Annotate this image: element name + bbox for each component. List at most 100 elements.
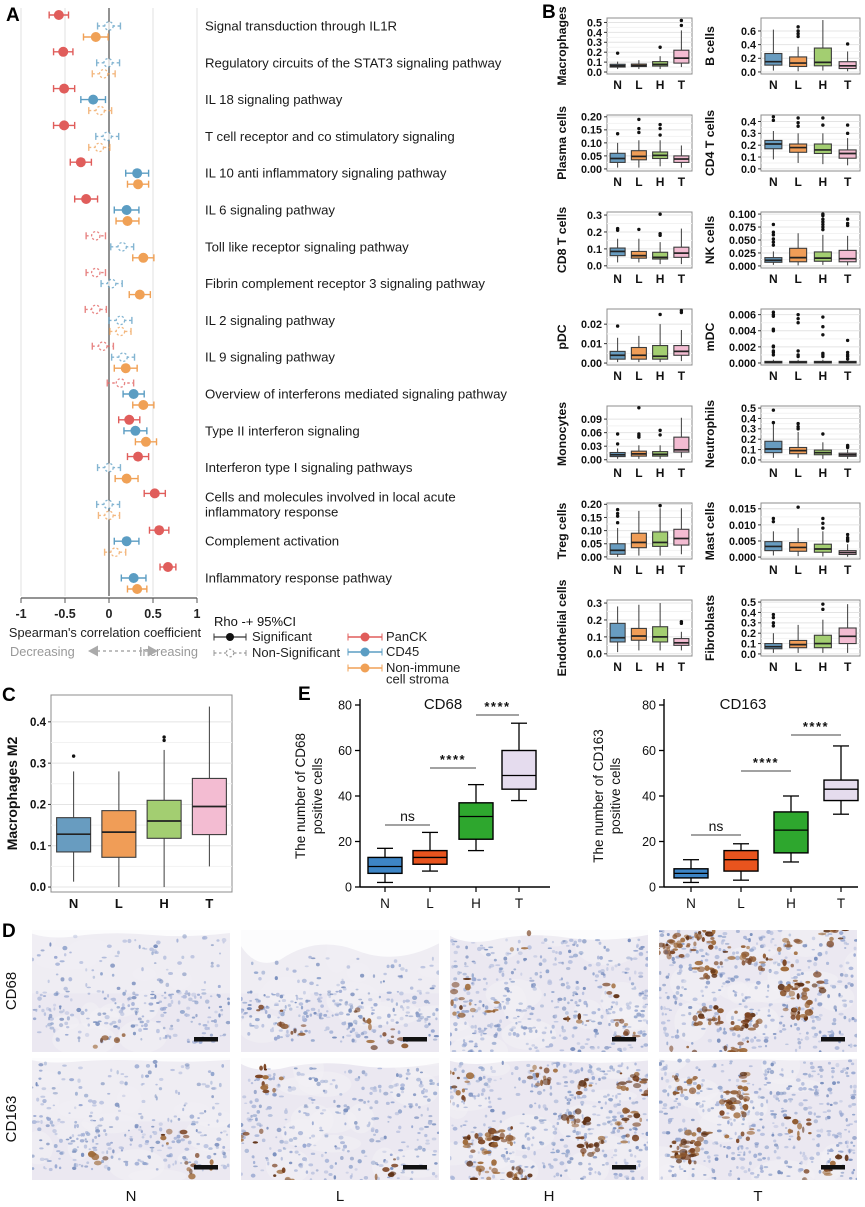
outlier-dot <box>821 325 825 329</box>
outlier-dot <box>771 237 776 241</box>
x-category-label: N <box>769 175 778 189</box>
forest-point <box>122 389 145 399</box>
box-T <box>673 49 690 64</box>
box-T <box>673 345 690 356</box>
non-significant-marker-icon <box>225 648 235 658</box>
y-tick-label: 0.0 <box>741 455 756 467</box>
y-tick-label: 40 <box>338 790 352 804</box>
scale-bar <box>194 1037 218 1042</box>
outlier-dot <box>637 126 641 131</box>
x-category-label: L <box>794 272 801 286</box>
x-category-label: H <box>159 896 168 911</box>
forest-point <box>100 278 123 289</box>
outlier-dot <box>845 123 850 127</box>
box-T <box>673 436 690 453</box>
x-category-label: L <box>794 175 801 189</box>
x-category-label: H <box>656 563 665 577</box>
outlier-dot <box>796 120 800 125</box>
outlier-dot <box>796 34 800 39</box>
y-axis-title: Monocytes <box>555 402 569 466</box>
box-N <box>764 52 783 66</box>
outlier-dot <box>658 231 662 236</box>
forest-point <box>114 473 139 484</box>
x-category-label: T <box>205 896 213 911</box>
x-category-label: H <box>656 369 665 383</box>
x-category-label: T <box>837 896 845 911</box>
forest-point <box>120 573 147 583</box>
x-category-label: N <box>769 660 778 674</box>
box-T <box>823 779 859 802</box>
x-category-label: N <box>69 896 78 911</box>
y-tick-label: 0.000 <box>729 552 756 564</box>
x-tick-label: 0.5 <box>144 607 161 621</box>
y-tick-label: 0.5 <box>587 17 602 29</box>
x-category-label: L <box>635 369 642 383</box>
y-tick-label: 0.00 <box>581 358 602 370</box>
x-category-label: N <box>613 563 622 577</box>
outlier-dot <box>796 349 800 353</box>
y-tick-label: 0.1 <box>741 152 756 164</box>
significant-marker-icon <box>226 633 234 641</box>
forest-point <box>132 400 155 410</box>
x-category-label: L <box>635 78 642 92</box>
ihc-image-CD163-H <box>450 1058 648 1180</box>
scale-bar <box>612 1165 636 1170</box>
outlier-dot <box>821 227 825 232</box>
y-tick-label: 0.03 <box>581 441 602 453</box>
forest-point <box>125 168 150 179</box>
outlier-dot <box>658 212 662 216</box>
forest-point <box>85 267 107 278</box>
forest-point <box>117 414 141 425</box>
box-N <box>609 543 626 555</box>
forest-point <box>148 525 170 536</box>
y-tick-label: 0.1 <box>741 638 756 650</box>
forest-point <box>84 304 108 315</box>
x-category-label: N <box>613 369 622 383</box>
outlier-dot <box>796 316 800 321</box>
box-T <box>673 528 690 546</box>
y-tick-label: 0.02 <box>581 319 602 331</box>
outlier-dot <box>796 124 800 128</box>
panel-b-label: B <box>542 2 556 23</box>
legend-group-label: CD45 <box>386 644 419 659</box>
pathway-label: IL 10 anti inflammatory signaling pathwa… <box>205 166 447 181</box>
y-axis-title: positive cells <box>608 757 623 834</box>
outlier-dot <box>821 521 825 525</box>
arrow-left-icon <box>88 645 98 657</box>
ihc-image-CD163-L <box>241 1058 439 1180</box>
outlier-dot <box>615 507 620 512</box>
outlier-dot <box>658 133 662 137</box>
pathway-label: Interferon type I signaling pathways <box>205 460 413 475</box>
outlier-dot <box>771 233 776 237</box>
x-category-label: H <box>656 660 665 674</box>
box-L <box>789 247 808 263</box>
outlier-dot <box>771 312 776 317</box>
legend-title: Rho -+ 95%CI <box>214 614 296 629</box>
forest-point <box>91 68 116 79</box>
significance-label: **** <box>440 752 466 767</box>
outlier-dot <box>771 230 776 234</box>
pathway-label: Inflammatory response pathway <box>205 571 392 586</box>
forest-point <box>52 120 76 131</box>
forest-point <box>113 536 140 547</box>
x-category-label: N <box>769 369 778 383</box>
y-axis-title: NK cells <box>703 216 717 265</box>
y-tick-label: 0.3 <box>587 37 602 49</box>
x-category-label: T <box>844 175 852 189</box>
x-category-label: L <box>635 466 642 480</box>
y-tick-label: 0.1 <box>587 244 602 256</box>
pathway-label: Fibrin complement receptor 3 signaling p… <box>205 276 485 291</box>
y-tick-label: 0.3 <box>587 598 602 610</box>
outlier-dot <box>771 519 776 524</box>
x-category-label: N <box>613 78 622 92</box>
pathway-label: Type II interferon signaling <box>205 423 360 438</box>
forest-point <box>126 179 150 190</box>
x-category-label: N <box>769 272 778 286</box>
y-axis-title: B cells <box>703 26 717 66</box>
box-L <box>630 532 647 549</box>
y-tick-label: 0.002 <box>729 342 756 354</box>
outlier-dot <box>615 514 620 518</box>
y-tick-label: 0.4 <box>30 717 47 729</box>
y-tick-label: 0.0 <box>587 67 602 79</box>
outlier-dot <box>796 29 800 33</box>
